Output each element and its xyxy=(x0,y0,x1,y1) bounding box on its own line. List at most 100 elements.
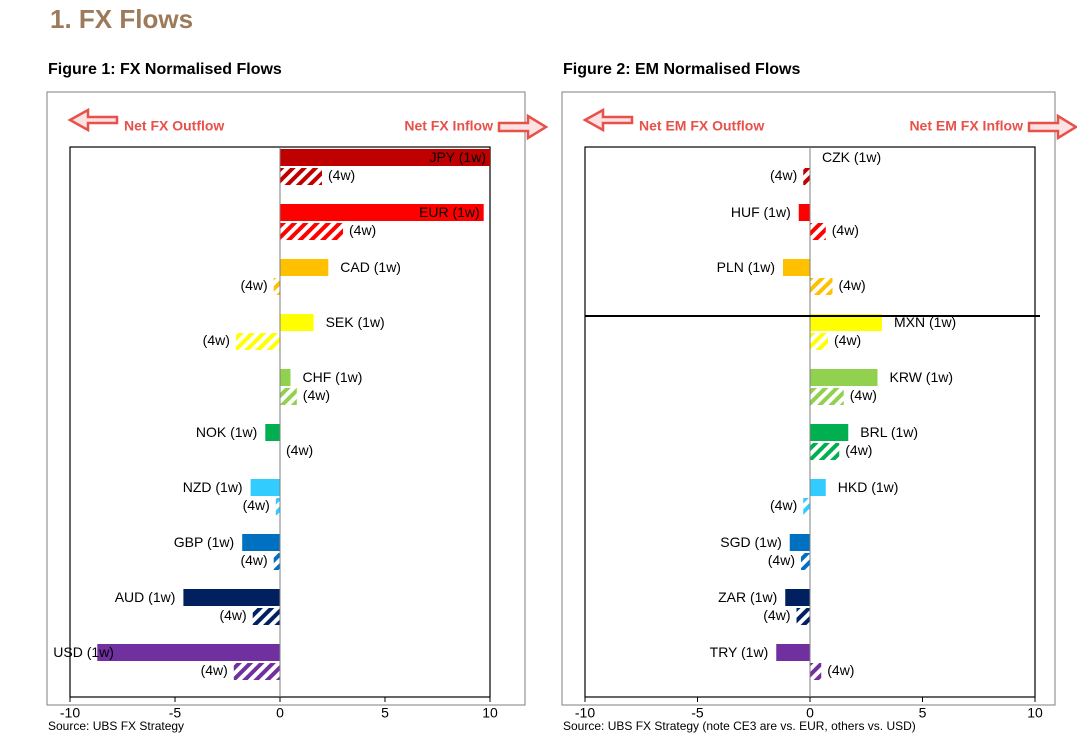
bar-label-4w: (4w) xyxy=(845,442,872,458)
bar-label-1w: SEK (1w) xyxy=(326,314,385,330)
bar-1w xyxy=(280,149,490,166)
x-tick-label: -10 xyxy=(575,705,595,721)
bar-group-eur: EUR (1w) (4w) xyxy=(280,204,484,240)
bar-group-huf: HUF (1w) (4w) xyxy=(731,204,859,240)
bar-1w xyxy=(785,589,810,606)
figure-2-title: Figure 2: EM Normalised Flows xyxy=(563,61,801,78)
inflow-label: Net FX Inflow xyxy=(404,118,493,134)
bar-1w xyxy=(242,534,280,551)
bar-1w xyxy=(776,644,810,661)
bar-1w xyxy=(265,424,280,441)
bar-label-1w: USD (1w) xyxy=(53,644,114,660)
bar-4w xyxy=(252,608,280,625)
bar-label-1w: NZD (1w) xyxy=(183,479,243,495)
bar-4w xyxy=(273,553,280,570)
bar-1w xyxy=(183,589,280,606)
bar-label-1w: ZAR (1w) xyxy=(718,589,777,605)
bar-label-1w: TRY (1w) xyxy=(710,644,769,660)
bar-label-1w: HUF (1w) xyxy=(731,204,791,220)
bar-label-4w: (4w) xyxy=(203,332,230,348)
section-title: 1. FX Flows xyxy=(50,4,194,34)
bar-group-nzd: NZD (1w)(4w) xyxy=(183,479,280,515)
bar-group-mxn: MXN (1w) (4w) xyxy=(810,314,956,350)
outflow-arrow-icon xyxy=(582,107,634,133)
bar-group-zar: ZAR (1w) (4w) xyxy=(718,589,810,625)
bar-group-gbp: GBP (1w) (4w) xyxy=(174,534,280,570)
bar-label-1w: SGD (1w) xyxy=(720,534,781,550)
bar-4w xyxy=(796,608,810,625)
bar-4w xyxy=(280,168,322,185)
x-tick-label: 0 xyxy=(276,705,284,721)
bar-1w xyxy=(97,644,280,661)
bar-group-usd: USD (1w) (4w) xyxy=(53,644,280,680)
bar-label-4w: (4w) xyxy=(201,662,228,678)
bar-label-1w: AUD (1w) xyxy=(115,589,176,605)
x-tick-label: 10 xyxy=(1027,705,1043,721)
bar-group-sgd: SGD (1w) (4w) xyxy=(720,534,810,570)
bar-4w xyxy=(275,498,280,515)
bar-label-4w: (4w) xyxy=(770,497,797,513)
bar-group-try: TRY (1w) (4w) xyxy=(710,644,854,680)
bar-label-4w: (4w) xyxy=(763,607,790,623)
bar-4w xyxy=(810,388,844,405)
bar-4w xyxy=(810,443,840,460)
bar-label-1w: KRW (1w) xyxy=(890,369,954,385)
outflow-label: Net EM FX Outflow xyxy=(639,118,764,134)
inflow-label: Net EM FX Inflow xyxy=(909,118,1023,134)
bar-4w xyxy=(810,278,833,295)
outer-frame xyxy=(561,91,1056,706)
bar-label-1w: EUR (1w) xyxy=(419,204,480,220)
x-tick-label: 0 xyxy=(806,705,814,721)
bar-1w xyxy=(280,369,291,386)
bar-group-czk: CZK (1w) (4w) xyxy=(770,149,881,185)
bar-label-1w: CZK (1w) xyxy=(822,149,881,165)
bar-4w xyxy=(273,278,280,295)
bar-1w xyxy=(810,424,849,441)
bar-label-4w: (4w) xyxy=(832,222,859,238)
bar-4w xyxy=(810,333,828,350)
x-tick-label: -5 xyxy=(169,705,182,721)
bar-label-4w: (4w) xyxy=(850,387,877,403)
x-tick-label: 10 xyxy=(482,705,498,721)
bar-group-hkd: HKD (1w) (4w) xyxy=(770,479,898,515)
bar-1w xyxy=(789,534,810,551)
outflow-label: Net FX Outflow xyxy=(124,118,224,134)
bar-1w xyxy=(810,369,878,386)
inflow-arrow-icon xyxy=(1027,113,1077,141)
x-tick-label: -5 xyxy=(691,705,704,721)
bar-label-4w: (4w) xyxy=(349,222,376,238)
bar-4w xyxy=(803,168,810,185)
bar-1w xyxy=(250,479,280,496)
bar-group-brl: BRL (1w) (4w) xyxy=(810,424,918,460)
bar-label-1w: JPY (1w) xyxy=(429,149,486,165)
bar-group-aud: AUD (1w) (4w) xyxy=(115,589,280,625)
x-tick-label: 5 xyxy=(381,705,389,721)
bar-label-4w: (4w) xyxy=(328,167,355,183)
bar-1w xyxy=(280,314,314,331)
bar-label-1w: GBP (1w) xyxy=(174,534,234,550)
outer-frame xyxy=(46,91,526,706)
bar-group-nok: NOK (1w) (4w) xyxy=(196,424,313,460)
bar-label-4w: (4w) xyxy=(303,387,330,403)
bar-1w xyxy=(810,479,826,496)
x-tick-label: -10 xyxy=(60,705,80,721)
bar-label-4w: (4w) xyxy=(286,442,313,458)
bar-4w xyxy=(280,223,343,240)
bar-4w xyxy=(235,333,280,350)
figure-1-source: Source: UBS FX Strategy xyxy=(48,719,185,733)
bar-label-4w: (4w) xyxy=(827,662,854,678)
bar-label-1w: CAD (1w) xyxy=(340,259,401,275)
bar-label-4w: (4w) xyxy=(240,277,267,293)
bar-label-4w: (4w) xyxy=(240,552,267,568)
figure-2-source: Source: UBS FX Strategy (note CE3 are vs… xyxy=(563,719,916,733)
bar-label-1w: CHF (1w) xyxy=(303,369,363,385)
bar-label-4w: (4w) xyxy=(770,167,797,183)
bar-label-4w: (4w) xyxy=(243,497,270,513)
bar-1w xyxy=(280,259,329,276)
outflow-arrow-icon xyxy=(67,107,119,133)
bar-label-1w: MXN (1w) xyxy=(894,314,956,330)
bar-label-1w: HKD (1w) xyxy=(838,479,899,495)
bar-4w xyxy=(801,553,810,570)
bar-label-4w: (4w) xyxy=(834,332,861,348)
